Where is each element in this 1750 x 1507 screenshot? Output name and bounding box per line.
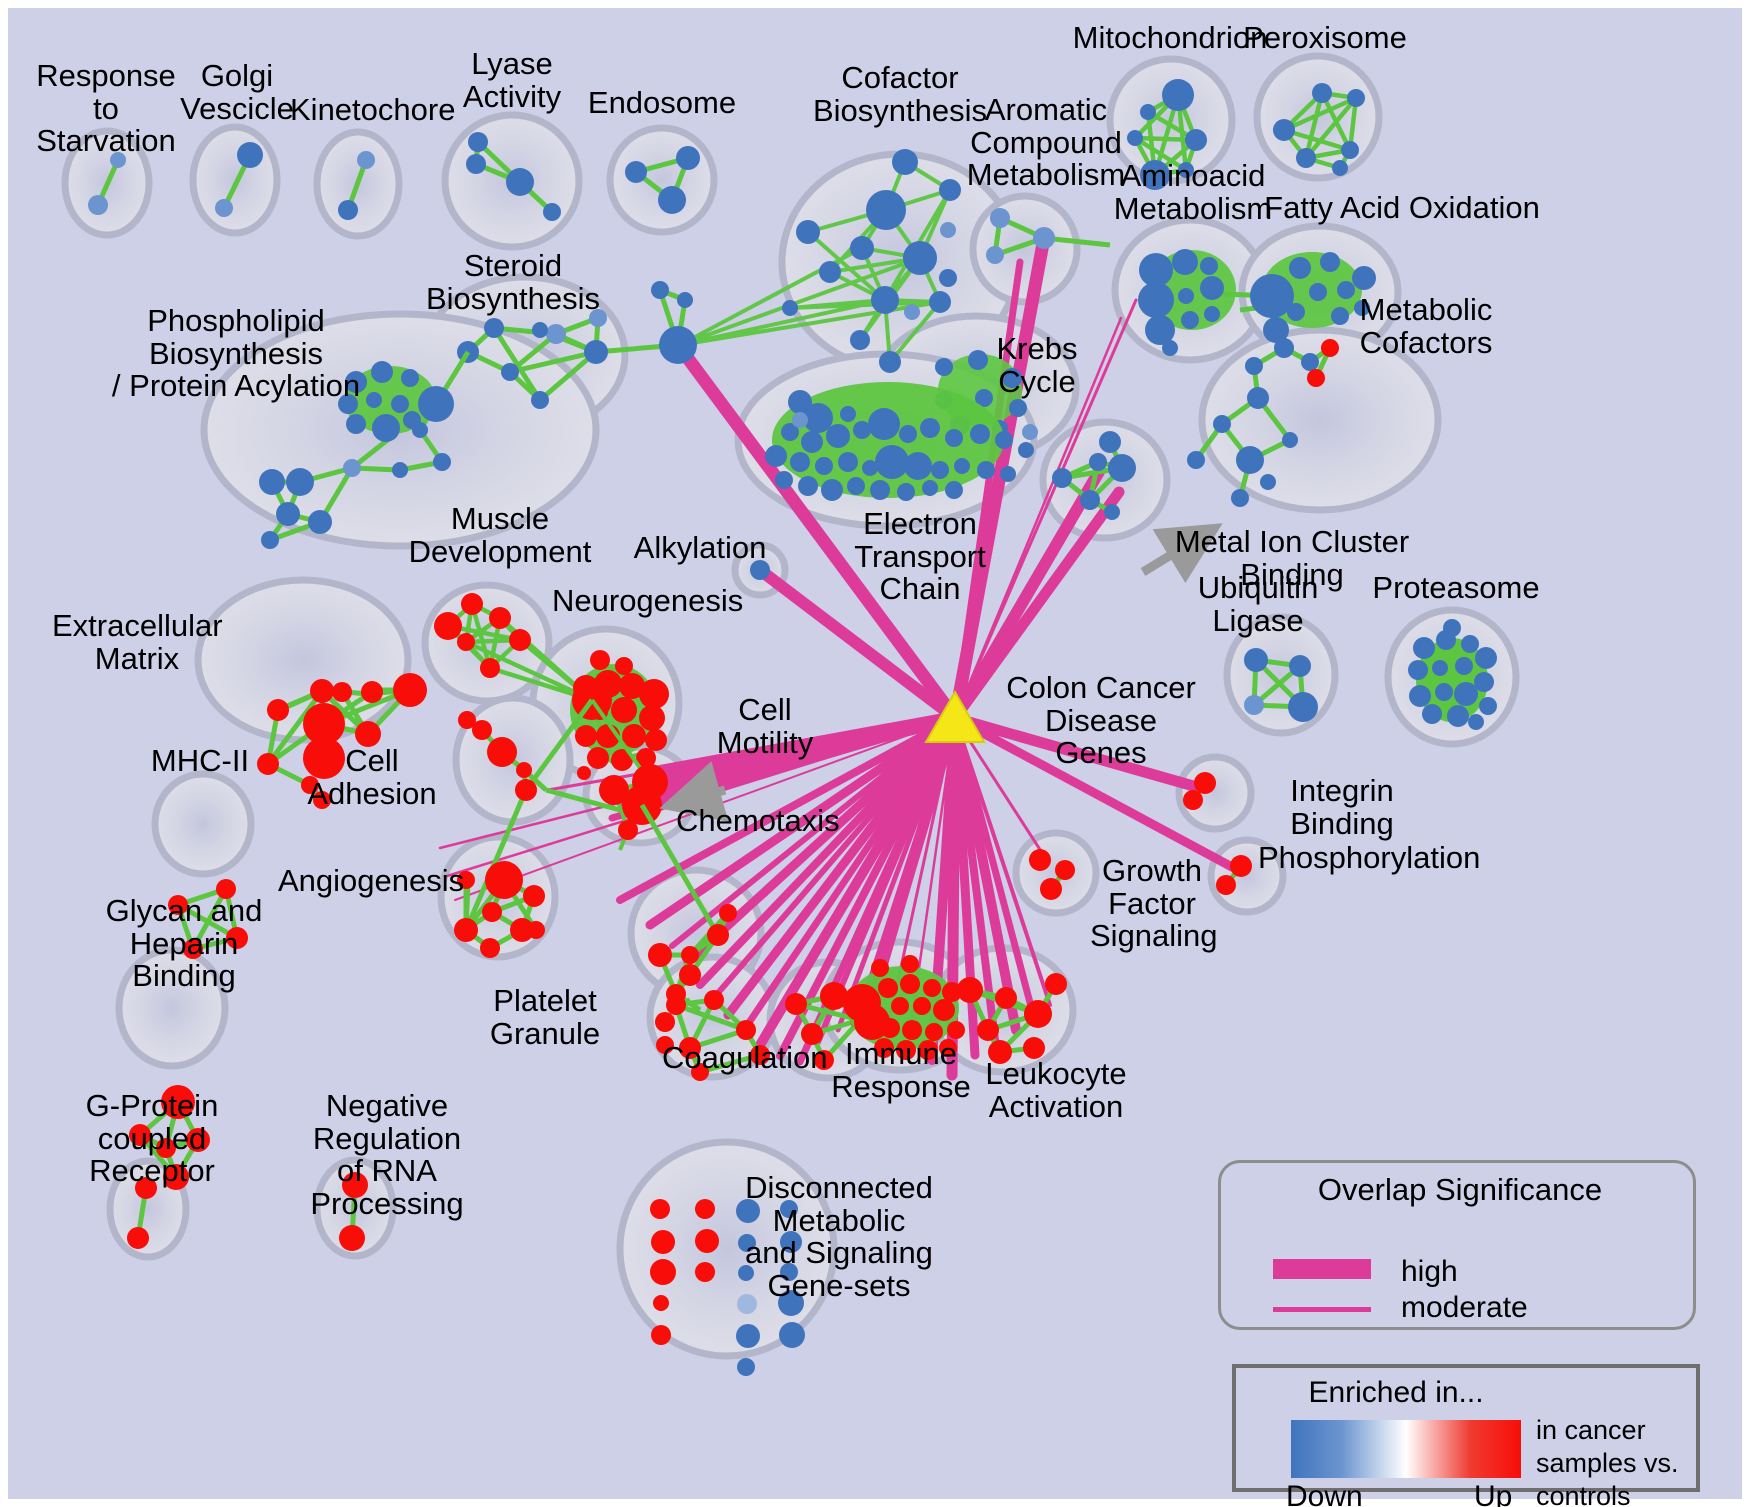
halo-disconnected bbox=[616, 1138, 838, 1360]
edges-platelet bbox=[673, 997, 763, 1075]
nodes-peroxisome bbox=[1273, 83, 1365, 176]
node bbox=[237, 142, 263, 168]
node bbox=[676, 146, 700, 170]
node-gpcr bbox=[135, 1177, 157, 1199]
nodes-ecm bbox=[257, 673, 427, 809]
nodes-platelet bbox=[656, 990, 770, 1081]
enrichment-up-label: Up bbox=[1474, 1480, 1513, 1507]
node bbox=[506, 168, 534, 196]
nodes-cell-motility bbox=[577, 698, 668, 851]
node-alkylation bbox=[750, 560, 770, 580]
nodes-electron-transport-chain bbox=[765, 382, 1038, 501]
enrichment-colorbar bbox=[1291, 1420, 1521, 1478]
nodes-leukocyte bbox=[957, 973, 1067, 1064]
arrow-metal-ion bbox=[1140, 523, 1223, 584]
edges-peroxisome bbox=[1282, 90, 1359, 171]
annotation-arrows bbox=[659, 523, 1223, 822]
enrichment-legend-title: Enriched in... bbox=[1308, 1376, 1484, 1409]
node bbox=[215, 199, 233, 217]
nodes-aminoacid-fatty bbox=[1138, 249, 1376, 507]
overlap-significance-legend: Overlap Significance high moderate bbox=[1218, 1160, 1696, 1330]
node bbox=[110, 152, 126, 168]
up-regulated-subnetworks bbox=[127, 593, 1252, 1251]
nodes-mhc-ii bbox=[168, 879, 248, 959]
enrichment-legend: Enriched in... Down Up in cancer samples… bbox=[1232, 1364, 1700, 1507]
nodes-muscle bbox=[434, 593, 531, 678]
node bbox=[466, 154, 486, 174]
node bbox=[357, 151, 375, 169]
overlap-high-label: high bbox=[1401, 1255, 1458, 1288]
nodes-angiogenesis bbox=[454, 861, 545, 958]
nodes-mitochondrion bbox=[1127, 79, 1207, 190]
edges-glycan bbox=[138, 1100, 201, 1179]
nodes-neurogenesis bbox=[570, 650, 669, 771]
halo-integrin-binding bbox=[1175, 753, 1255, 833]
nodes-steroid bbox=[457, 281, 697, 409]
node-rna bbox=[339, 1225, 365, 1251]
node-rna bbox=[342, 1172, 368, 1198]
edges-ubiquitin-ligase bbox=[1251, 657, 1306, 710]
overlap-legend-title: Overlap Significance bbox=[1317, 1172, 1603, 1207]
edges-cofactor-biosynthesis bbox=[679, 160, 952, 364]
nodes-aromatic bbox=[986, 208, 1055, 264]
nodes-phosphorylation bbox=[1216, 855, 1252, 895]
nodes-integrin bbox=[1183, 772, 1216, 810]
nodes-glycan bbox=[129, 1085, 210, 1190]
edges-mhc-ii bbox=[175, 886, 240, 952]
edges-aromatic bbox=[992, 215, 1111, 258]
node bbox=[338, 200, 358, 220]
node bbox=[468, 132, 488, 152]
edges-steroid bbox=[466, 287, 688, 402]
down-regulated-subnetworks bbox=[88, 79, 1497, 730]
disconnected-gene-sets bbox=[650, 1199, 805, 1376]
halo-endosome bbox=[606, 124, 718, 236]
overlap-moderate-label: moderate bbox=[1401, 1291, 1528, 1324]
node bbox=[625, 161, 647, 183]
enrichment-side-text: in cancer samples vs. controls bbox=[1536, 1415, 1679, 1507]
arrow-cell-motility bbox=[659, 761, 729, 822]
nodes-proteasome bbox=[1408, 619, 1497, 730]
nodes-metal-ion bbox=[1052, 431, 1136, 520]
overlap-moderate-swatch bbox=[1273, 1307, 1371, 1312]
nodes-growth-factor bbox=[1029, 849, 1075, 900]
nodes-phospholipid bbox=[259, 350, 471, 549]
hub-edges-high bbox=[438, 231, 1237, 1081]
node bbox=[543, 203, 561, 221]
node bbox=[88, 195, 108, 215]
nodes-chemotaxis bbox=[648, 904, 737, 1032]
halo-mhc-ii bbox=[151, 770, 255, 878]
nodes-cell-adhesion bbox=[457, 711, 537, 889]
node bbox=[658, 186, 686, 214]
nodes-cofactor-biosynthesis bbox=[782, 149, 961, 373]
halo-glycan-and-heparin-binding bbox=[115, 946, 229, 1070]
edges-mitochondrion bbox=[1133, 93, 1199, 178]
enrichment-down-label: Down bbox=[1286, 1480, 1363, 1507]
nodes-ubiquitin-ligase bbox=[1244, 648, 1318, 722]
overlap-high-swatch bbox=[1273, 1259, 1371, 1279]
nodes-immune-response bbox=[843, 955, 965, 1060]
node-gpcr bbox=[127, 1227, 149, 1249]
halo-ubiquitin-ligase bbox=[1223, 613, 1339, 737]
